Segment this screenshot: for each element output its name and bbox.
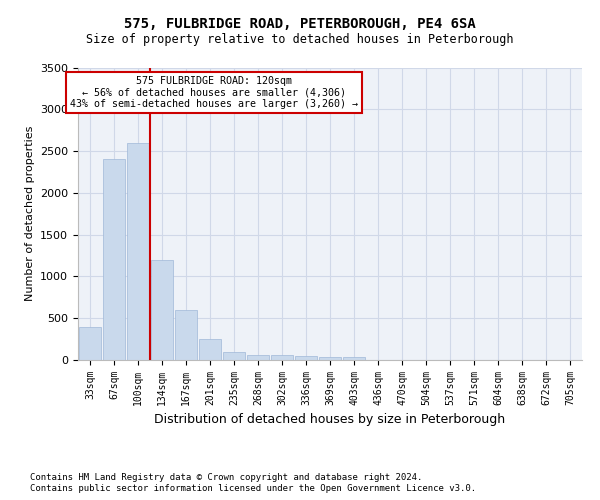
Text: Size of property relative to detached houses in Peterborough: Size of property relative to detached ho… xyxy=(86,32,514,46)
Bar xyxy=(199,339,221,360)
Bar xyxy=(343,356,365,360)
Y-axis label: Number of detached properties: Number of detached properties xyxy=(25,126,35,302)
Bar xyxy=(79,326,101,360)
Bar xyxy=(127,142,149,360)
Bar xyxy=(271,356,293,360)
Bar xyxy=(103,160,125,360)
Text: 575 FULBRIDGE ROAD: 120sqm
← 56% of detached houses are smaller (4,306)
43% of s: 575 FULBRIDGE ROAD: 120sqm ← 56% of deta… xyxy=(70,76,358,110)
Bar xyxy=(175,310,197,360)
Bar xyxy=(247,355,269,360)
X-axis label: Distribution of detached houses by size in Peterborough: Distribution of detached houses by size … xyxy=(154,414,506,426)
Text: 575, FULBRIDGE ROAD, PETERBOROUGH, PE4 6SA: 575, FULBRIDGE ROAD, PETERBOROUGH, PE4 6… xyxy=(124,18,476,32)
Bar xyxy=(223,352,245,360)
Bar xyxy=(319,356,341,360)
Text: Contains public sector information licensed under the Open Government Licence v3: Contains public sector information licen… xyxy=(30,484,476,493)
Bar xyxy=(295,356,317,360)
Text: Contains HM Land Registry data © Crown copyright and database right 2024.: Contains HM Land Registry data © Crown c… xyxy=(30,472,422,482)
Bar xyxy=(151,260,173,360)
